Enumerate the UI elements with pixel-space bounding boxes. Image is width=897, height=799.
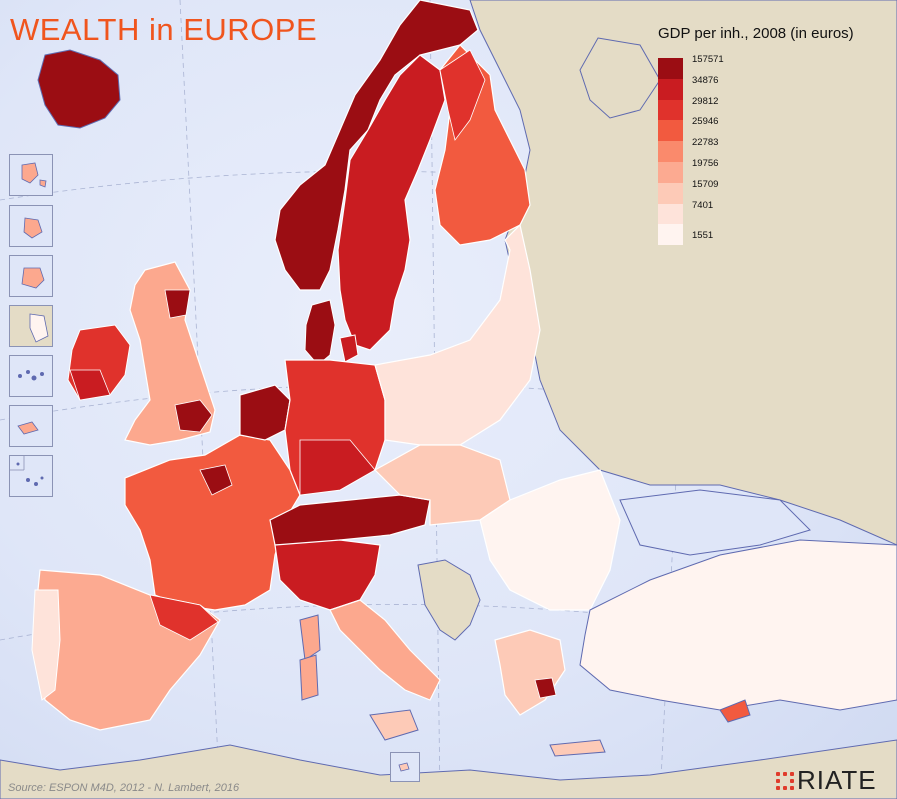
- legend-swatch: [658, 141, 683, 162]
- region-france: [124, 434, 301, 611]
- region-ireland-south: [69, 369, 111, 401]
- region-germany-south: [299, 439, 376, 496]
- region-corsica: [299, 654, 319, 701]
- region-italy-south: [329, 599, 441, 701]
- region-sicily: [369, 709, 419, 741]
- legend-break-label: 29812: [692, 95, 719, 107]
- riate-logo: RIATE: [776, 765, 877, 796]
- inset-box-1: [9, 154, 53, 196]
- legend-swatch: [658, 161, 683, 183]
- region-norway: [274, 0, 479, 291]
- legend-title: GDP per inh., 2008 (in euros): [658, 25, 854, 42]
- legend-break-label: 7401: [692, 199, 714, 211]
- region-poland-baltics: [374, 223, 541, 446]
- region-scotland-north: [164, 289, 191, 319]
- legend-swatch: [658, 78, 683, 100]
- inset-box-7: [9, 455, 53, 497]
- source-note: Source: ESPON M4D, 2012 - N. Lambert, 20…: [8, 782, 240, 794]
- legend-swatch: [658, 99, 683, 121]
- region-crete: [549, 739, 606, 757]
- map-title: WEALTH in EUROPE: [10, 12, 318, 47]
- legend-swatch: [658, 120, 683, 142]
- region-romania-bulgaria: [479, 469, 621, 611]
- legend-break-label: 34876: [692, 74, 719, 86]
- region-sardinia: [299, 614, 321, 661]
- region-iceland: [37, 49, 121, 129]
- region-zealand: [339, 334, 359, 363]
- region-portugal: [31, 589, 61, 701]
- legend-break-label: 22783: [692, 137, 719, 149]
- legend-break-label: 15709: [692, 178, 719, 190]
- region-paris: [199, 464, 233, 496]
- legend-swatch: [658, 203, 683, 225]
- inset-box-2: [9, 205, 53, 247]
- region-denmark: [304, 299, 336, 366]
- region-london: [174, 399, 213, 433]
- legend-swatch: [658, 58, 683, 79]
- region-italy-north: [274, 539, 381, 611]
- region-finland-north: [439, 49, 486, 141]
- legend-swatch: [658, 182, 683, 204]
- legend-break-label: 19756: [692, 157, 719, 169]
- black-sea: [619, 489, 811, 556]
- region-cyprus: [719, 699, 751, 723]
- inset-box-5: [9, 355, 53, 397]
- region-benelux: [239, 384, 291, 441]
- inset-box-6: [9, 405, 53, 447]
- region-turkey: [579, 539, 897, 711]
- region-catalonia: [149, 594, 219, 641]
- legend-break-label: 25946: [692, 116, 719, 128]
- region-greece: [494, 629, 566, 716]
- legend-break-label: 157571: [692, 54, 724, 65]
- inset-box-3: [9, 255, 53, 297]
- riate-logo-text: RIATE: [797, 765, 877, 795]
- inset-box-4: [9, 305, 53, 347]
- riate-logo-icon: [776, 772, 794, 790]
- region-sweden: [337, 54, 446, 351]
- region-athens: [534, 677, 557, 699]
- legend-swatch: [658, 224, 683, 246]
- inset-box-8: [390, 752, 420, 782]
- legend-break-label: 1551: [692, 230, 714, 242]
